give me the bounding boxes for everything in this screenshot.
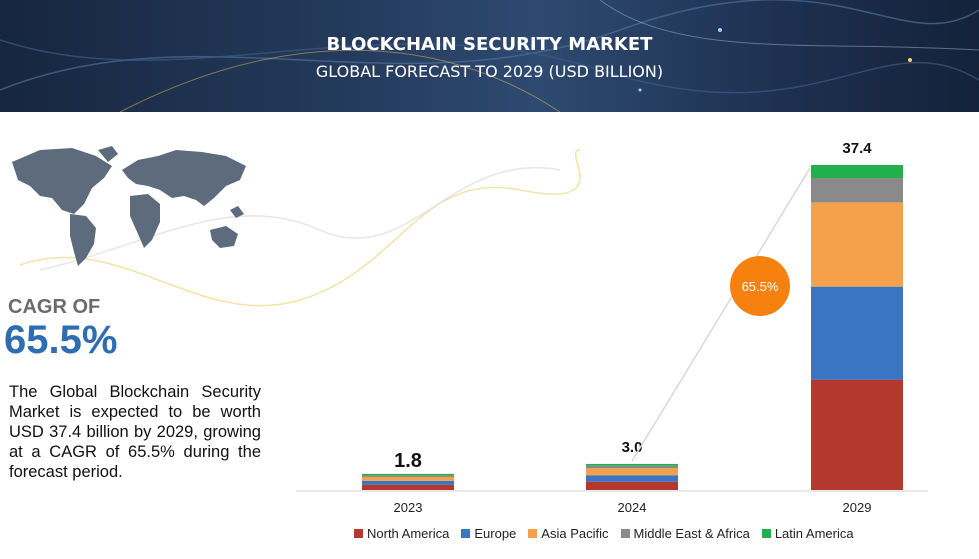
- bar-2029-middle-east-africa: [811, 178, 903, 203]
- world-map-icon: [12, 146, 246, 266]
- bar-2029-asia-pacific: [811, 202, 903, 287]
- bar-2029-north-america: [811, 379, 903, 490]
- cagr-annotation-label: 65.5%: [742, 279, 779, 294]
- legend-item-europe: Europe: [461, 526, 516, 541]
- bar-2023-asia-pacific: [362, 476, 454, 481]
- bar-2024-middle-east-africa: [586, 465, 678, 469]
- total-label-2029: 37.4: [842, 140, 872, 157]
- legend-item-north-america: North America: [354, 526, 449, 541]
- legend-swatch: [461, 528, 471, 538]
- bar-2024-europe: [586, 475, 678, 482]
- bar-2023-latin-america: [362, 473, 454, 476]
- bar-2023-middle-east-africa: [362, 475, 454, 477]
- legend-item-latin-america: Latin America: [761, 525, 854, 541]
- cagr-value: 65.5%: [4, 318, 118, 362]
- trend-line: [631, 167, 811, 462]
- x-tick-label-2023: 2023: [394, 500, 423, 515]
- bar-2029-latin-america: [811, 165, 903, 179]
- legend-label: Asia Pacific: [541, 525, 609, 541]
- cagr-annotation: 65.5%: [730, 256, 790, 316]
- chart-title: BLOCKCHAIN SECURITY MARKET: [326, 34, 653, 55]
- decorative-curve-yellow: [19, 149, 581, 307]
- bars-group: [362, 165, 903, 490]
- cagr-annotation-circle: [730, 256, 790, 316]
- bar-2024-latin-america: [586, 463, 678, 466]
- total-label-2023: 1.8: [394, 450, 422, 472]
- bar-2023-europe: [362, 480, 454, 485]
- total-label-2024: 3.0: [622, 439, 643, 456]
- chart-subtitle: GLOBAL FORECAST TO 2029 (USD BILLION): [315, 62, 664, 81]
- legend-swatch: [528, 528, 538, 538]
- bar-2024-asia-pacific: [586, 468, 678, 476]
- legend-item-middle-east-africa: Middle East & Africa: [620, 525, 750, 541]
- cagr-label: CAGR OF: [8, 296, 101, 318]
- bar-2029-europe: [811, 286, 903, 380]
- legend-item-asia-pacific: Asia Pacific: [528, 525, 609, 541]
- legend-swatch: [354, 528, 363, 538]
- decorative-curve-gray: [39, 167, 561, 271]
- legend-swatch: [761, 528, 771, 538]
- market-description: The Global Blockchain Security Market is…: [9, 383, 261, 481]
- legend-label: Europe: [474, 525, 517, 541]
- legend-label: North America: [367, 525, 450, 541]
- bar-2023-north-america: [362, 484, 454, 490]
- x-tick-label-2024: 2024: [618, 500, 647, 515]
- header-banner: BLOCKCHAIN SECURITY MARKET GLOBAL FORECA…: [0, 0, 979, 112]
- legend-swatch: [620, 528, 630, 538]
- bar-2024-north-america: [586, 481, 678, 490]
- x-tick-label-2029: 2029: [843, 500, 872, 515]
- labels-group: 1.8 2023 3.0 2024 37.4 2029: [394, 140, 873, 515]
- legend: North America Europe Asia Pacific Middle Ea…: [354, 524, 866, 542]
- legend-label: Latin America: [774, 525, 854, 541]
- legend-label: Middle East & Africa: [633, 525, 750, 541]
- banner-background-graphic: [0, 0, 979, 112]
